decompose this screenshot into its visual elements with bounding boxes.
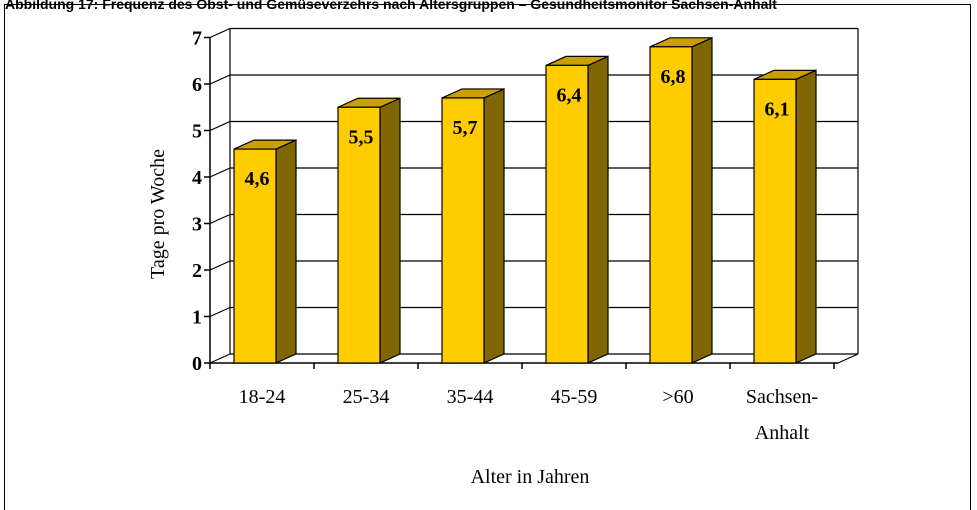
x-tick-label: >60 xyxy=(662,386,693,408)
label-layer: 0 1 2 3 4 5 6 7 4,6 5,5 5,7 6,4 6,8 6,1 18-24 25-34 35-4… xyxy=(192,28,818,445)
x-tick-label: 18-24 xyxy=(239,386,286,408)
bar-side xyxy=(379,97,401,364)
bar-front xyxy=(441,97,485,364)
x-tick-label: 35-44 xyxy=(447,386,494,408)
bar xyxy=(753,69,817,364)
y-tick-label: 3 xyxy=(192,214,202,236)
y-tick-label: 6 xyxy=(192,74,202,96)
y-tick-label: 2 xyxy=(192,260,202,282)
floor-edge xyxy=(837,353,859,364)
y-tick-label: 1 xyxy=(192,307,202,329)
bar-value-label: 5,7 xyxy=(453,117,478,139)
bar-value-label: 5,5 xyxy=(349,126,374,148)
bar-front xyxy=(233,148,277,364)
x-tick-label: Anhalt xyxy=(755,422,810,444)
x-axis-title: Alter in Jahren xyxy=(471,466,590,488)
side-wall-line xyxy=(209,353,231,364)
bar-side xyxy=(587,55,609,364)
bar xyxy=(545,55,609,364)
bar-side xyxy=(795,69,817,364)
y-axis-title: Tage pro Woche xyxy=(147,149,169,279)
x-tick-label: 45-59 xyxy=(551,386,598,408)
y-tick-label: 7 xyxy=(192,28,202,50)
y-tick-label: 0 xyxy=(192,353,202,375)
side-wall-line xyxy=(209,306,231,318)
side-wall-line xyxy=(209,167,231,178)
bar-front xyxy=(753,78,797,364)
y-tick-label: 5 xyxy=(192,121,202,143)
axis-layer xyxy=(204,36,838,369)
bar-side xyxy=(275,139,297,364)
side-wall-line xyxy=(209,120,231,132)
bar-side xyxy=(691,36,713,364)
x-tick-label: Sachsen- xyxy=(746,386,818,408)
bar xyxy=(649,36,713,364)
bar-value-label: 4,6 xyxy=(245,168,270,190)
bar-value-label: 6,8 xyxy=(661,66,686,88)
bar-front xyxy=(545,64,589,364)
bar-value-label: 6,1 xyxy=(765,98,790,120)
figure-caption: Abbildung 17: Frequenz des Obst- und Gem… xyxy=(5,0,777,12)
bar xyxy=(337,97,401,364)
bar xyxy=(441,88,505,364)
bar xyxy=(233,139,297,364)
chart-frame: Abbildung 17: Frequenz des Obst- und Gem… xyxy=(4,0,971,510)
bar-value-label: 6,4 xyxy=(557,84,582,106)
side-wall-line xyxy=(209,260,231,271)
grid-layer xyxy=(209,27,859,364)
side-wall-line xyxy=(209,213,231,225)
bar-layer xyxy=(233,36,817,364)
y-tick-label: 4 xyxy=(192,167,202,189)
side-wall-line xyxy=(209,27,231,39)
x-tick-label: 25-34 xyxy=(343,386,390,408)
bar-side xyxy=(483,88,505,364)
bar-front xyxy=(337,106,381,364)
bar-front xyxy=(649,46,693,364)
side-wall-line xyxy=(209,74,231,85)
